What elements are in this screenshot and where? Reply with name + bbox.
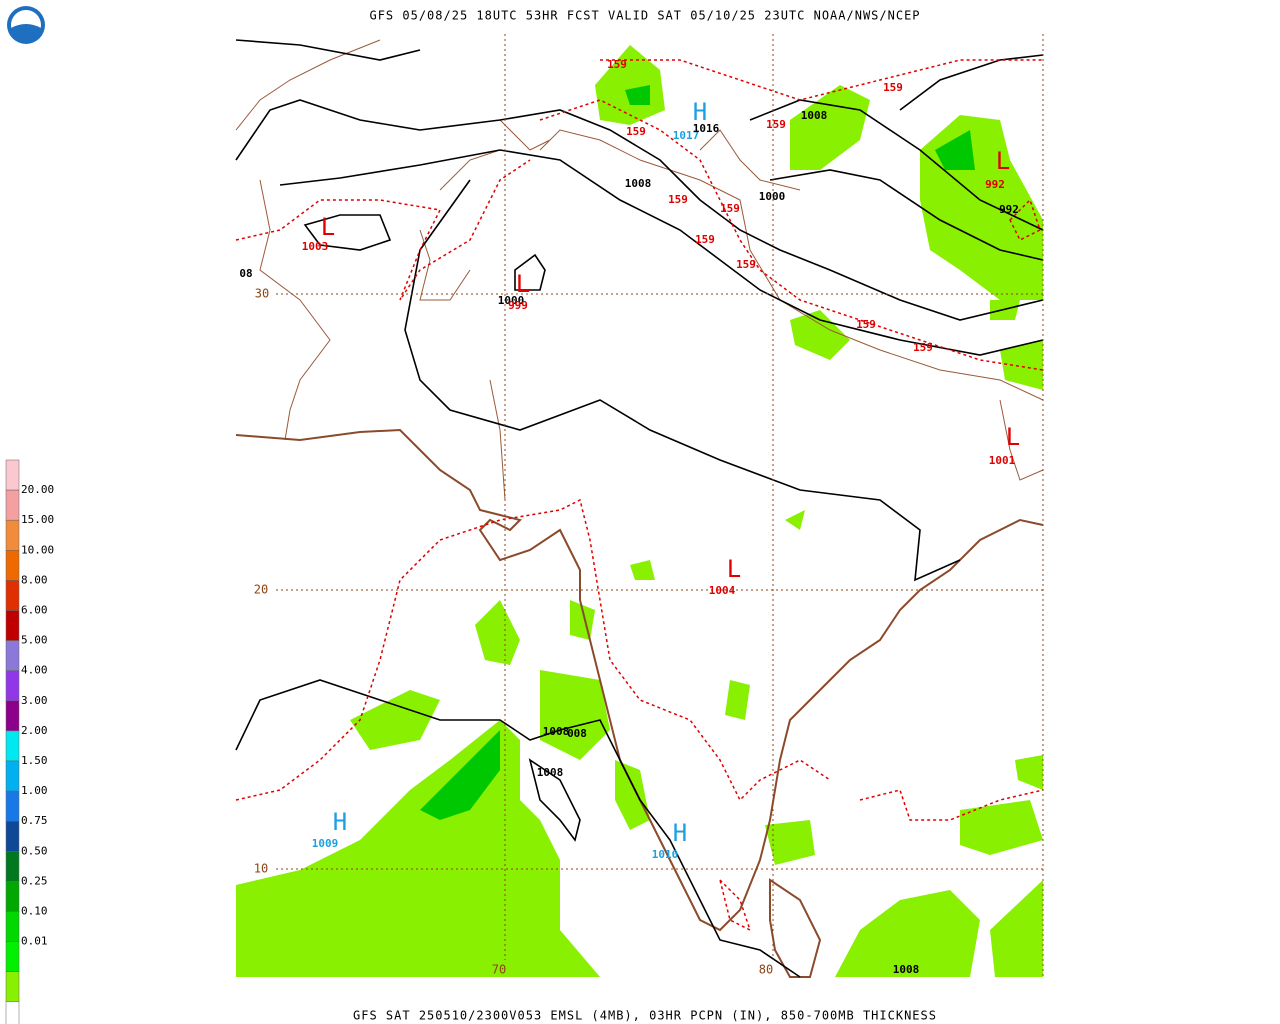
pressure-center: H <box>693 98 707 126</box>
pressure-center: H <box>333 808 347 836</box>
legend-label: 2.00 <box>21 724 48 737</box>
contour-label: 1008 <box>537 766 564 779</box>
legend-label: 1.00 <box>21 784 48 797</box>
noaa-logo <box>7 6 45 44</box>
legend-swatch <box>5 640 20 671</box>
pressure-center: L <box>321 213 335 241</box>
legend-label: 1.50 <box>21 754 48 767</box>
lat-lon-grid: 30 20 10 70 80 <box>254 34 1044 977</box>
contour-label: 1008 <box>893 963 920 976</box>
thickness-contours <box>235 59 1044 932</box>
legend-swatch <box>5 519 20 551</box>
contour-label: 159 <box>720 202 740 215</box>
precipitation <box>236 45 1043 977</box>
contour-label: 1003 <box>302 240 329 253</box>
legend-swatch <box>5 820 20 852</box>
isobars <box>235 39 1044 978</box>
legend: 20.00 15.00 10.00 8.00 6.00 5.00 4.00 3.00 2.00 1… <box>5 459 54 1024</box>
legend-label: 0.10 <box>21 905 48 918</box>
contour-label: 1008 <box>625 177 652 190</box>
legend-label: 20.00 <box>21 483 54 496</box>
contour-label: 1000 <box>759 190 786 203</box>
legend-swatch <box>5 941 20 972</box>
contour-label: 159 <box>668 193 688 206</box>
contour-label: 1010 <box>652 848 679 861</box>
legend-swatch <box>5 760 20 792</box>
contour-label: 1017 <box>673 129 700 142</box>
legend-swatch <box>5 730 20 762</box>
legend-swatch <box>5 881 20 912</box>
contour-label: 1000 <box>498 294 525 307</box>
legend-label: 15.00 <box>21 513 54 526</box>
legend-label: 5.00 <box>21 634 48 647</box>
contour-label: 159 <box>883 81 903 94</box>
title: GFS 05/08/25 18UTC 53HR FCST VALID SAT 0… <box>369 9 920 23</box>
contour-label: 159 <box>736 258 756 271</box>
legend-label: 6.00 <box>21 604 48 617</box>
contour-label: 1004 <box>709 584 736 597</box>
grid-label: 80 <box>759 963 773 977</box>
legend-swatch <box>5 851 20 882</box>
contour-label: 08 <box>239 267 252 280</box>
grid-label: 30 <box>255 287 269 301</box>
pressure-center: L <box>996 147 1010 175</box>
grid-label: 70 <box>492 963 506 977</box>
legend-label: 8.00 <box>21 573 48 586</box>
legend-label: 0.25 <box>21 874 48 887</box>
contour-label: 159 <box>607 58 627 71</box>
legend-swatch <box>5 911 20 942</box>
contour-label: 159 <box>626 125 646 138</box>
legend-label: 10.00 <box>21 543 54 556</box>
contour-label: 159 <box>856 318 876 331</box>
legend-swatch <box>5 489 20 521</box>
contour-label: 992 <box>999 203 1019 216</box>
pressure-center: L <box>1006 423 1020 451</box>
contour-label: 1016 <box>693 122 720 135</box>
contour-label: 159 <box>913 341 933 354</box>
legend-swatch <box>5 971 20 1003</box>
contour-label: 159 <box>695 233 715 246</box>
legend-label: 3.00 <box>21 694 48 707</box>
legend-swatch <box>5 550 20 581</box>
legend-swatch <box>5 1001 20 1024</box>
pressure-center: L <box>727 555 741 583</box>
legend-swatch <box>5 459 20 491</box>
contour-label: 999 <box>508 299 528 312</box>
contour-label: 992 <box>985 178 1005 191</box>
legend-swatch <box>5 790 20 822</box>
pressure-center: H <box>673 819 687 847</box>
caption: GFS SAT 250510/2300V053 EMSL (4MB), 03HR… <box>353 1009 937 1023</box>
contour-label: 1008 <box>801 109 828 122</box>
contour-label: 1008 <box>543 725 570 738</box>
contour-label: 1009 <box>312 837 339 850</box>
contour-label: 1001 <box>989 454 1016 467</box>
contour-label: 008 <box>567 727 587 740</box>
legend-swatch <box>5 610 20 641</box>
legend-label: 0.01 <box>21 935 48 948</box>
legend-swatch <box>5 580 20 611</box>
grid-label: 10 <box>254 862 268 876</box>
legend-label: 0.50 <box>21 844 48 857</box>
legend-swatch <box>5 700 20 732</box>
contour-label: 159 <box>766 118 786 131</box>
legend-label: 4.00 <box>21 664 48 677</box>
legend-label: 0.75 <box>21 814 48 827</box>
pressure-center: L <box>516 270 530 298</box>
legend-swatch <box>5 670 20 702</box>
grid-label: 20 <box>254 583 268 597</box>
